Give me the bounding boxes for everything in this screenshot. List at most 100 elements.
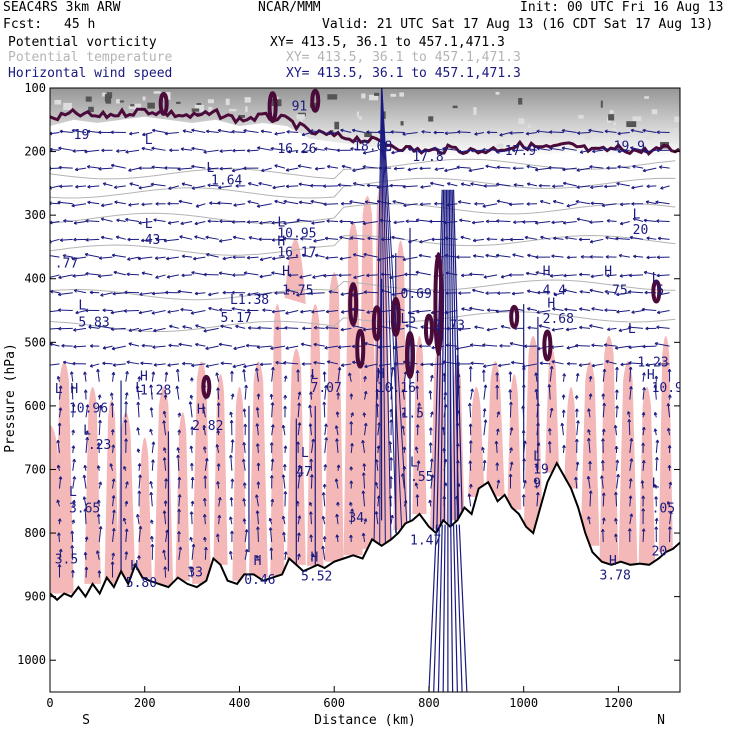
wind-vector — [73, 221, 87, 224]
tropopause-contour — [50, 107, 680, 157]
pv-plume — [175, 412, 190, 581]
wind-vector — [218, 343, 232, 347]
wind-arrowhead — [97, 324, 101, 329]
wind-arrowhead — [334, 425, 339, 429]
wind-arrowhead — [350, 443, 354, 447]
wind-arrowhead — [549, 365, 554, 370]
wind-arrowhead — [256, 204, 261, 208]
wind-vector — [71, 545, 74, 560]
wind-arrowhead — [97, 394, 102, 398]
wind-vector — [112, 478, 115, 489]
wind-arrowhead — [654, 526, 659, 530]
wind-vector — [140, 362, 153, 365]
wind-arrowhead — [58, 146, 62, 151]
wind-vector — [191, 129, 206, 133]
wind-vector — [271, 367, 274, 382]
wind-arrowhead — [495, 372, 500, 376]
wind-vector — [71, 530, 74, 542]
wind-vector — [180, 308, 193, 312]
wind-vector — [534, 478, 538, 489]
wind-vector — [258, 182, 272, 187]
wind-arrowhead — [669, 510, 673, 515]
wind-vector — [405, 324, 418, 329]
wind-arrowhead — [129, 182, 133, 186]
wind-vector — [417, 149, 431, 153]
wind-arrowhead — [509, 341, 514, 346]
wind-vector — [177, 290, 193, 294]
strat-texture — [611, 128, 617, 135]
wind-arrowhead — [302, 326, 306, 331]
wind-arrowhead — [191, 186, 196, 190]
wind-arrowhead — [58, 407, 63, 411]
wind-arrowhead — [643, 218, 647, 223]
field-label: 5.52 — [301, 570, 332, 585]
wind-arrowhead — [461, 307, 465, 311]
wind-vector — [362, 166, 378, 169]
pv-plume — [563, 386, 579, 489]
wind-vector — [191, 363, 206, 367]
wind-vector — [324, 437, 327, 453]
field-label: H — [131, 559, 139, 574]
wind-vector — [208, 307, 219, 312]
wind-vector — [576, 420, 579, 436]
wind-vector — [323, 203, 339, 205]
wind-arrowhead — [71, 256, 76, 261]
wind-arrowhead — [402, 132, 406, 136]
wind-arrowhead — [626, 411, 631, 415]
wind-vector — [112, 444, 115, 454]
wind-arrowhead — [102, 361, 106, 366]
wind-arrowhead — [605, 235, 609, 240]
wind-vector — [99, 256, 113, 259]
wind-arrowhead — [402, 288, 407, 293]
wind-arrowhead — [216, 430, 221, 434]
wind-arrowhead — [495, 182, 500, 187]
wind-arrowhead — [508, 473, 513, 477]
wind-arrowhead — [113, 185, 118, 190]
wind-arrowhead — [230, 478, 235, 482]
wind-vector — [536, 492, 539, 507]
wind-arrowhead — [470, 148, 474, 153]
wind-arrowhead — [229, 497, 234, 501]
wind-arrowhead — [629, 386, 633, 390]
wind-arrowhead — [110, 327, 115, 332]
wind-arrowhead — [287, 149, 291, 154]
wind-arrowhead — [85, 271, 89, 276]
field-label: L — [69, 485, 77, 500]
wind-arrowhead — [151, 459, 155, 463]
wind-vector — [641, 308, 657, 312]
wind-vector — [375, 482, 379, 489]
strat-texture — [196, 103, 202, 106]
wind-arrowhead — [125, 370, 129, 375]
wind-arrowhead — [189, 394, 194, 399]
wind-vector — [590, 238, 604, 243]
wind-vector — [643, 149, 657, 153]
wind-vector — [50, 148, 60, 151]
wind-vector — [110, 310, 126, 314]
wind-arrowhead — [203, 328, 207, 333]
wind-vector — [353, 274, 365, 279]
wind-arrowhead — [125, 149, 129, 154]
wind-vector — [191, 271, 206, 276]
wind-vector — [243, 408, 246, 418]
wind-arrowhead — [232, 364, 236, 369]
wind-vector — [84, 371, 87, 382]
wind-vector — [602, 147, 617, 151]
wind-vector — [470, 362, 484, 365]
wind-arrowhead — [205, 129, 210, 134]
wind-arrowhead — [114, 200, 118, 205]
strat-texture — [229, 108, 237, 112]
wind-vector — [102, 362, 113, 365]
wind-arrowhead — [366, 310, 370, 314]
wind-arrowhead — [460, 182, 465, 187]
wind-arrowhead — [246, 255, 251, 260]
wind-arrowhead — [602, 402, 607, 406]
wind-arrowhead — [202, 514, 207, 518]
wind-vector — [178, 494, 181, 507]
wind-arrowhead — [606, 273, 610, 278]
wind-arrowhead — [604, 184, 608, 189]
wind-vector — [602, 403, 605, 418]
wind-vector — [447, 182, 458, 187]
wind-arrowhead — [575, 343, 579, 348]
wind-arrowhead — [155, 237, 160, 242]
wind-arrowhead — [553, 236, 557, 241]
